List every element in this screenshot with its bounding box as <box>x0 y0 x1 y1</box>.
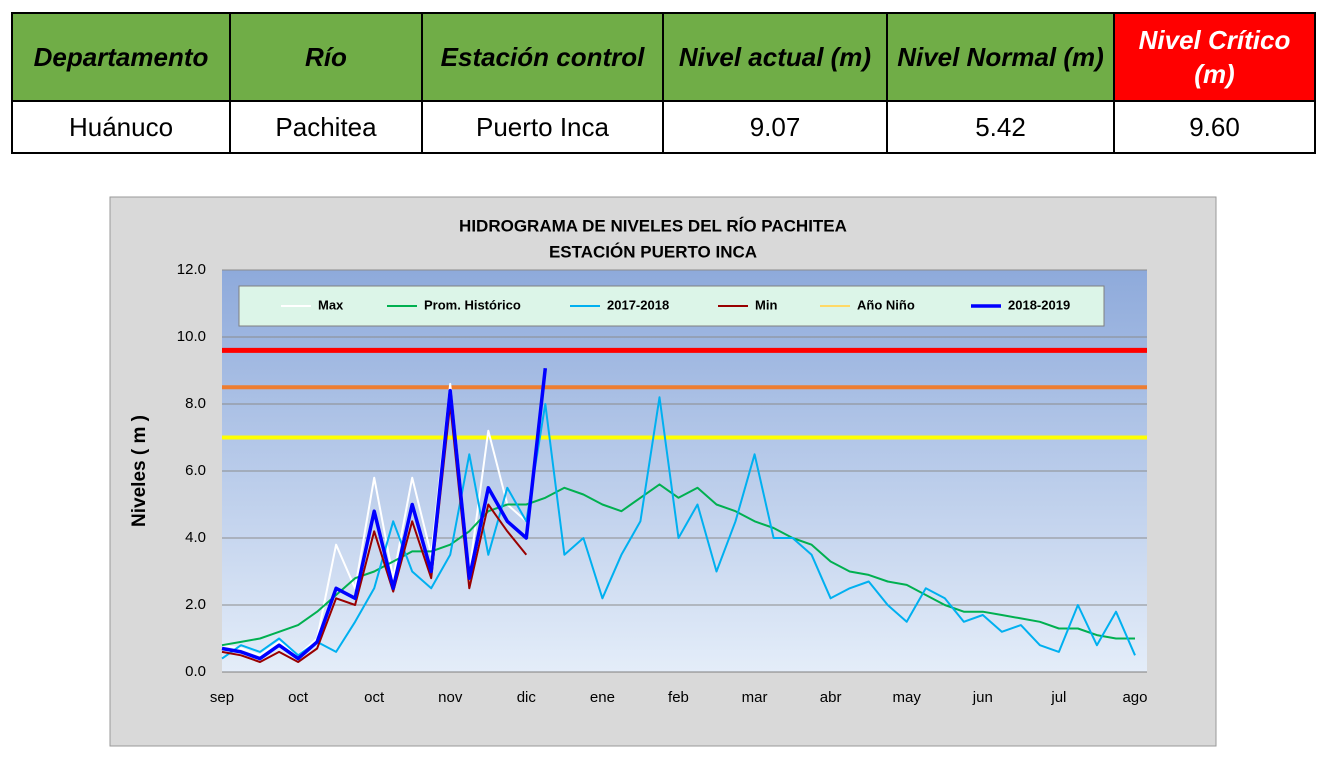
series-line <box>221 483 1135 647</box>
x-tick-label: oct <box>288 689 309 706</box>
x-tick-label: dic <box>517 689 537 706</box>
y-tick-label: 4.0 <box>185 529 206 546</box>
header-cell: Departamento <box>11 12 231 102</box>
header-cell: Río <box>229 12 423 102</box>
x-tick-label: mar <box>742 689 768 706</box>
series-line <box>221 403 528 663</box>
header-cell: Nivel Crítico (m) <box>1113 12 1316 102</box>
legend-label: 2017-2018 <box>607 297 669 312</box>
status-table: Departamento Río Estación control Nivel … <box>11 12 1316 154</box>
series-line <box>221 396 1136 660</box>
y-axis-label: Niveles ( m ) <box>129 415 150 527</box>
x-tick-label: jul <box>1050 689 1066 706</box>
header-cell: Nivel actual (m) <box>662 12 888 102</box>
series-line <box>221 368 548 661</box>
x-tick-label: nov <box>438 689 463 706</box>
y-tick-label: 10.0 <box>177 328 206 345</box>
cell: Puerto Inca <box>421 100 664 154</box>
cell: Pachitea <box>229 100 423 154</box>
header-row: Departamento Río Estación control Nivel … <box>11 12 1316 102</box>
header-cell: Estación control <box>421 12 664 102</box>
x-tick-label: feb <box>668 689 689 706</box>
legend-label: 2018-2019 <box>1008 297 1070 312</box>
x-tick-label: abr <box>820 689 842 706</box>
legend-label: Prom. Histórico <box>424 297 521 312</box>
cell: 9.07 <box>662 100 888 154</box>
cell: 5.42 <box>886 100 1115 154</box>
legend-label: Año Niño <box>857 297 915 312</box>
data-row: Huánuco Pachitea Puerto Inca 9.07 5.42 9… <box>11 100 1316 154</box>
legend-label: Min <box>755 297 777 312</box>
y-tick-label: 2.0 <box>185 596 206 613</box>
x-tick-label: ene <box>590 689 615 706</box>
x-tick-label: oct <box>364 689 385 706</box>
x-tick-label: ago <box>1122 689 1147 706</box>
cell: Huánuco <box>11 100 231 154</box>
x-tick-label: jun <box>972 689 993 706</box>
legend-label: Max <box>318 297 344 312</box>
x-tick-label: sep <box>210 689 234 706</box>
chart-title: HIDROGRAMA DE NIVELES DEL RÍO PACHITEA <box>459 216 847 235</box>
y-tick-label: 12.0 <box>177 261 206 278</box>
legend <box>238 285 1105 327</box>
y-tick-label: 6.0 <box>185 462 206 479</box>
header-cell: Nivel Normal (m) <box>886 12 1115 102</box>
x-tick-label: may <box>893 689 922 706</box>
chart-subtitle: ESTACIÓN PUERTO INCA <box>549 242 757 261</box>
y-tick-label: 0.0 <box>185 663 206 680</box>
cell: 9.60 <box>1113 100 1316 154</box>
y-tick-label: 8.0 <box>185 395 206 412</box>
